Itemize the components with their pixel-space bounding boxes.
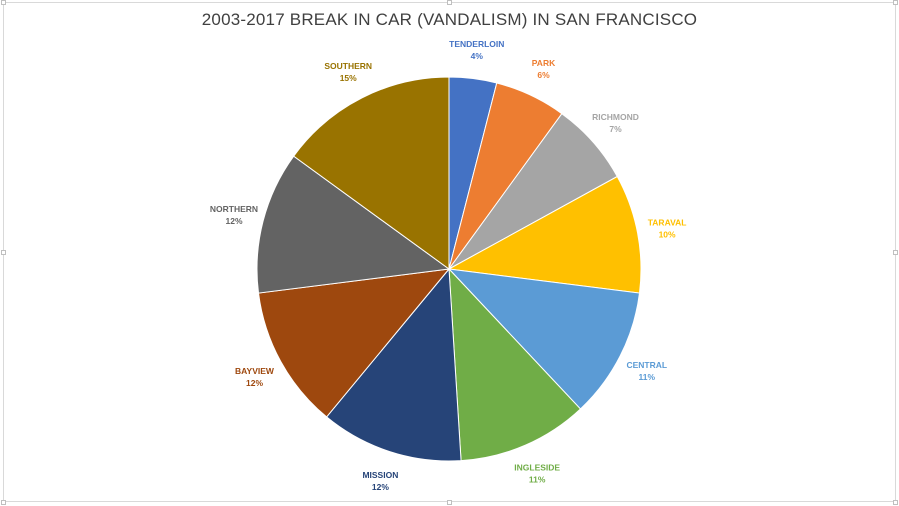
data-label-name-northern: NORTHERN <box>210 204 258 214</box>
data-label-name-bayview: BAYVIEW <box>235 366 275 376</box>
data-label-name-park: PARK <box>532 58 556 68</box>
data-label-percent-tenderloin: 4% <box>471 51 484 61</box>
data-label-percent-taraval: 10% <box>659 229 676 239</box>
resize-handle-bottom-left[interactable] <box>1 500 6 505</box>
resize-handle-left[interactable] <box>1 250 6 255</box>
pie-slice-northern[interactable] <box>256 155 451 294</box>
data-label-percent-richmond: 7% <box>609 124 622 134</box>
resize-handle-bottom-right[interactable] <box>893 500 898 505</box>
data-label-percent-bayview: 12% <box>246 378 263 388</box>
resize-handle-top[interactable] <box>447 0 452 5</box>
resize-handle-right[interactable] <box>893 250 898 255</box>
data-label-percent-park: 6% <box>537 70 550 80</box>
data-label-percent-central: 11% <box>639 372 656 382</box>
data-label-percent-northern: 12% <box>225 216 242 226</box>
data-label-name-central: CENTRAL <box>626 360 667 370</box>
data-label-name-tenderloin: TENDERLOIN <box>449 39 504 49</box>
resize-handle-bottom[interactable] <box>447 500 452 505</box>
resize-handle-top-right[interactable] <box>893 0 898 5</box>
pie-slice-mission[interactable] <box>325 267 462 462</box>
data-label-percent-ingleside: 11% <box>529 475 546 485</box>
data-label-name-richmond: RICHMOND <box>592 112 639 122</box>
data-label-name-southern: SOUTHERN <box>324 61 372 71</box>
pie-slice-ingleside[interactable] <box>448 267 582 462</box>
resize-handle-top-left[interactable] <box>1 0 6 5</box>
chart-title: 2003-2017 BREAK IN CAR (VANDALISM) IN SA… <box>201 10 698 29</box>
pie-slice-southern[interactable] <box>292 76 450 270</box>
data-label-name-ingleside: INGLESIDE <box>514 463 560 473</box>
data-label-name-mission: MISSION <box>362 470 398 480</box>
pie-slice-taraval[interactable] <box>447 175 642 294</box>
data-label-name-taraval: TARAVAL <box>648 217 687 227</box>
pie-slice-central[interactable] <box>447 268 641 410</box>
data-label-percent-mission: 12% <box>372 482 389 492</box>
data-label-percent-southern: 15% <box>340 73 357 83</box>
pie-slice-bayview[interactable] <box>257 268 451 418</box>
